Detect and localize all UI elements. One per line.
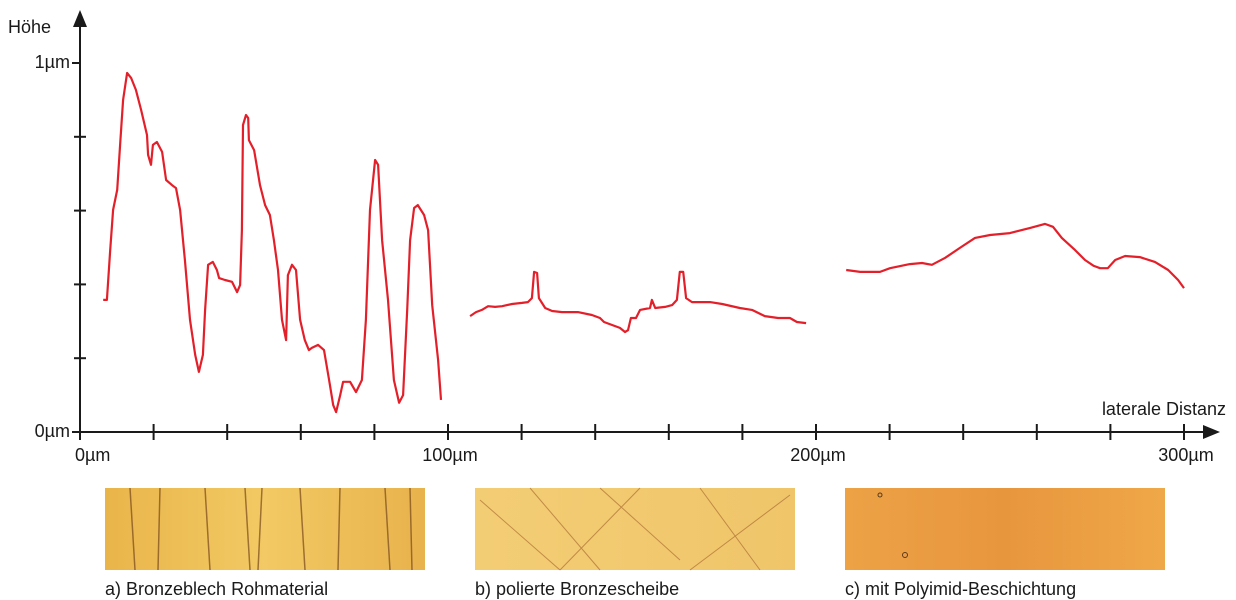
x-tick-label: 0µm [75,445,110,465]
x-tick-label: 100µm [422,445,477,465]
profile-line [103,71,1185,414]
panel-a [105,487,425,571]
panel-c [845,488,1165,570]
x-tick-label: 300µm [1158,445,1213,465]
panel-caption: b) polierte Bronzescheibe [475,579,679,599]
x-tick-label: 200µm [790,445,845,465]
panel-caption: c) mit Polyimid-Beschichtung [845,579,1076,599]
x-arrow [1203,425,1220,439]
y-arrow [73,10,87,27]
y-tick-label: 0µm [35,421,70,441]
panel-b [475,487,795,571]
x-axis-label: laterale Distanz [1102,399,1226,419]
y-axis-label: Höhe [8,17,51,37]
y-tick-label: 1µm [35,52,70,72]
panel-caption: a) Bronzeblech Rohmaterial [105,579,328,599]
